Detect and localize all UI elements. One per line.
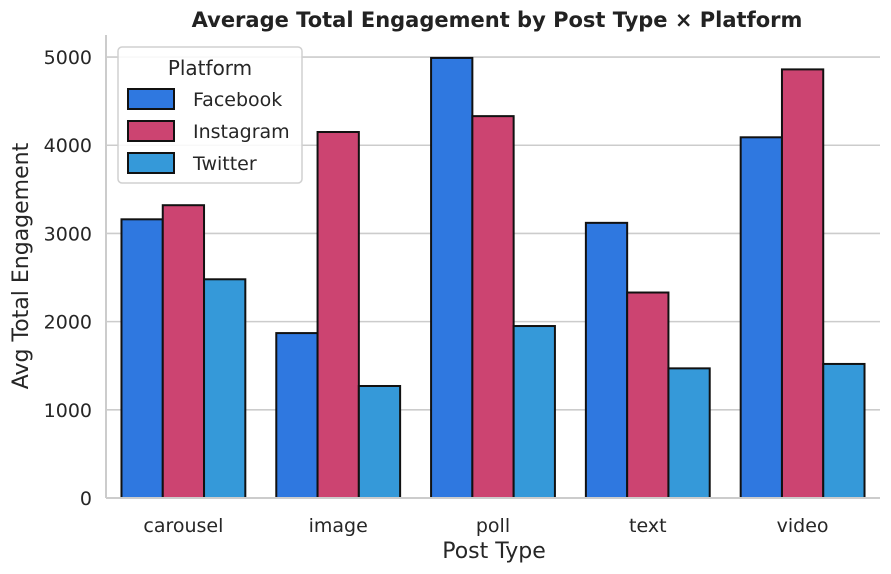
y-tick-label: 3000 — [44, 223, 92, 245]
bar-facebook-text — [584, 221, 629, 500]
legend-swatch-instagram — [127, 120, 175, 142]
x-tick-label: video — [777, 515, 829, 537]
bar-twitter-carousel — [203, 278, 247, 500]
y-tick-labels: 0 1000 2000 3000 4000 5000 — [44, 47, 92, 510]
bar-twitter-text — [667, 367, 711, 499]
legend-swatch-facebook — [127, 88, 175, 110]
bars — [120, 56, 866, 500]
y-tick-label: 4000 — [44, 135, 92, 157]
bar-twitter-image — [357, 384, 402, 500]
bar-instagram-text — [626, 291, 670, 500]
y-axis-label: Avg Total Engagement — [9, 142, 34, 389]
bar-facebook-image — [275, 332, 319, 499]
bar-facebook-video — [739, 136, 783, 499]
y-tick-label: 1000 — [44, 400, 92, 422]
bar-facebook-carousel — [120, 218, 164, 500]
y-tick-label: 2000 — [44, 312, 92, 334]
legend-items: Facebook Instagram Twitter — [127, 88, 290, 175]
legend-frame — [117, 46, 303, 184]
x-tick-label: poll — [476, 515, 510, 537]
bar-instagram-video — [780, 68, 825, 499]
bar-twitter-video — [822, 362, 866, 499]
legend-label-instagram: Instagram — [193, 121, 290, 143]
x-tick-label: image — [309, 515, 368, 537]
x-tick-label: text — [629, 515, 667, 537]
legend-label-twitter: Twitter — [192, 153, 257, 175]
legend-label-facebook: Facebook — [193, 89, 282, 111]
bar-instagram-poll — [471, 115, 515, 500]
bar-instagram-image — [316, 131, 360, 499]
bar-facebook-poll — [430, 56, 474, 499]
legend: Platform Facebook Instagram Twitter — [117, 46, 303, 184]
x-tick-labels: carousel image poll text video — [143, 515, 828, 537]
chart-title: Average Total Engagement by Post Type × … — [192, 8, 803, 32]
y-tick-label: 0 — [80, 488, 92, 510]
bar-instagram-carousel — [161, 204, 206, 500]
x-tick-label: carousel — [143, 515, 223, 537]
x-axis-label: Post Type — [442, 539, 546, 564]
legend-swatch-twitter — [127, 152, 175, 174]
legend-title: Platform — [168, 56, 252, 80]
bar-twitter-poll — [512, 325, 556, 499]
y-tick-label: 5000 — [44, 47, 92, 69]
